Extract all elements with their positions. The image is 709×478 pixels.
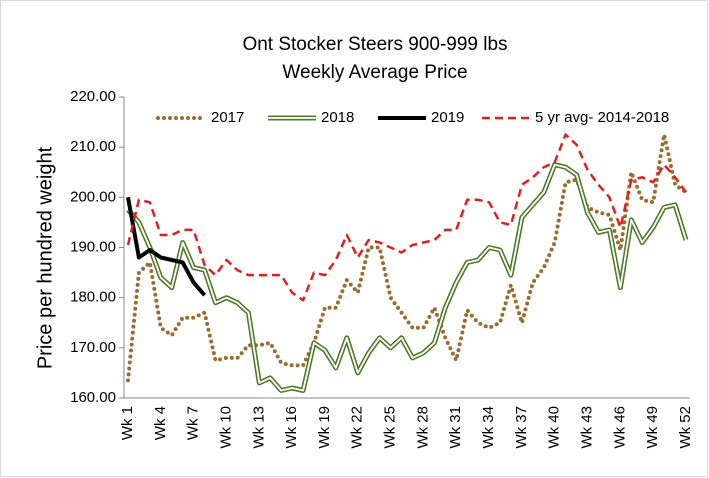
y-tick-label: 210.00: [70, 138, 116, 155]
x-tick-label: Wk 46: [611, 406, 628, 449]
x-tick-label: Wk 43: [578, 406, 595, 449]
chart-title: Ont Stocker Steers 900-999 lbs: [242, 34, 507, 55]
x-tick-label: Wk 16: [283, 406, 300, 449]
x-tick-label: Wk 13: [250, 406, 267, 449]
y-tick-label: 200.00: [70, 188, 116, 205]
y-tick-label: 190.00: [70, 238, 116, 255]
x-tick-label: Wk 19: [316, 406, 333, 449]
x-tick-label: Wk 10: [217, 406, 234, 449]
series-line: [126, 196, 207, 297]
y-tick-label: 180.00: [70, 289, 116, 306]
x-tick-label: Wk 34: [480, 406, 497, 449]
x-tick-label: Wk 25: [382, 406, 399, 449]
y-tick-label: 220.00: [70, 88, 116, 105]
legend-label: 2019: [431, 109, 464, 126]
chart-subtitle: Weekly Average Price: [282, 62, 467, 83]
x-tick-label: Wk 4: [152, 406, 169, 440]
x-tick-label: Wk 37: [513, 406, 530, 449]
x-tick-label: Wk 40: [546, 406, 563, 449]
y-tick-label: 160.00: [70, 389, 116, 406]
x-tick-label: Wk 28: [414, 406, 431, 449]
series-line-inner: [127, 163, 687, 392]
y-axis-label: Price per hundred weight: [34, 146, 56, 369]
x-tick-label: Wk 52: [677, 406, 694, 449]
series-line: [126, 132, 688, 383]
x-tick-label: Wk 49: [644, 406, 661, 449]
legend-label: 2018: [321, 109, 354, 126]
legend-label: 5 yr avg- 2014-2018: [535, 109, 669, 126]
x-tick-label: Wk 7: [185, 406, 202, 440]
x-tick-label: Wk 1: [119, 406, 136, 440]
y-tick-label: 170.00: [70, 339, 116, 356]
x-tick-label: Wk 22: [349, 406, 366, 449]
x-tick-label: Wk 31: [447, 406, 464, 449]
legend-label: 2017: [211, 109, 244, 126]
series-line: [126, 133, 688, 302]
